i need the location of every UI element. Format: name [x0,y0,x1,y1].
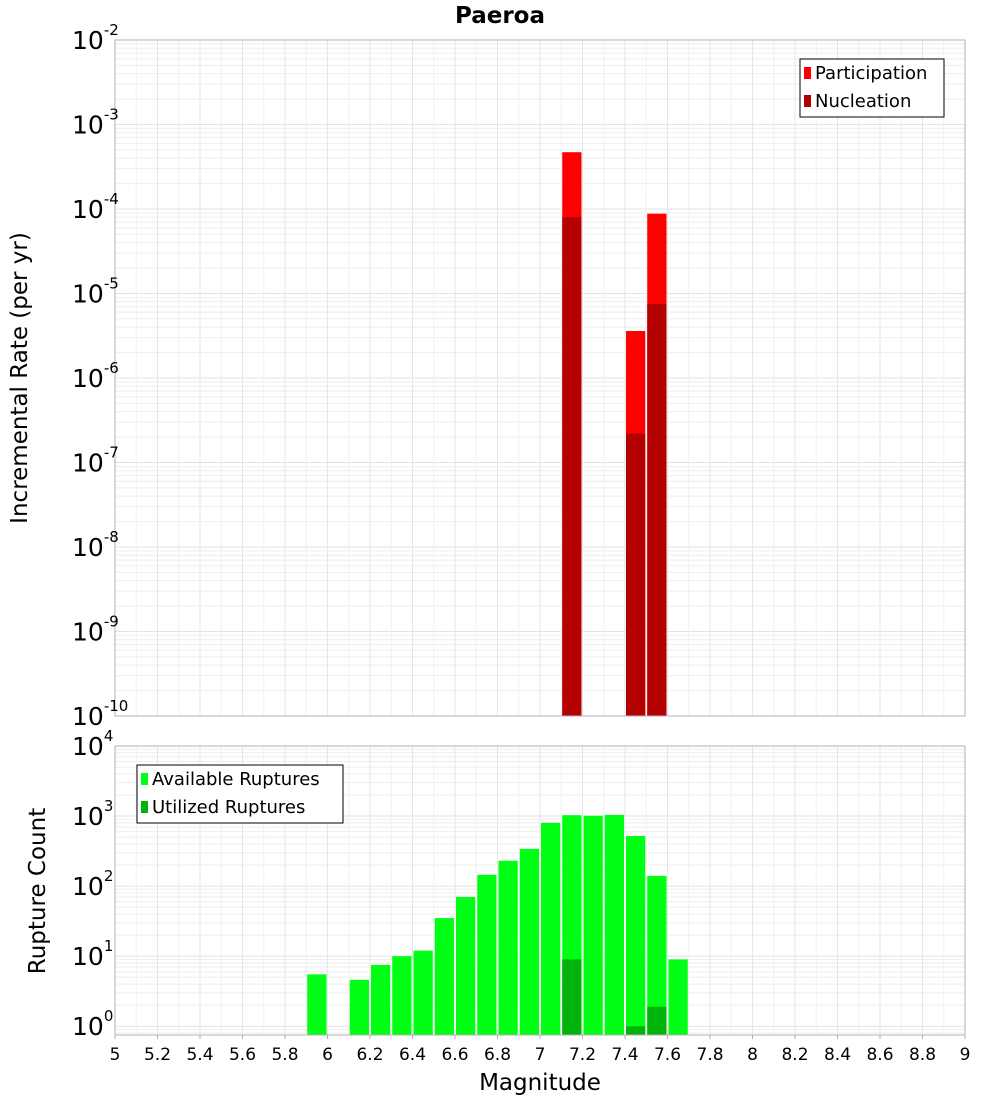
rate-y-tick-label: 10-7 [72,444,119,478]
count-bar-primary [456,896,476,1035]
rate-y-tick-label: 10-5 [72,275,119,309]
count-x-ticks: 5 5.2 5.4 5.6 5.8 6 6.2 6.4 6.6 6.8 7 7.2 7.4 7.6 7.8 8… [110,1035,971,1065]
x-tick-label: 7 [535,1045,546,1065]
rate-legend-box [799,58,945,118]
count-bar-primary [541,822,561,1035]
rate-bar-secondary [647,304,667,716]
x-tick-label: 6.8 [484,1045,511,1065]
count-legend-swatch [141,801,148,813]
count-bar-primary [371,964,391,1035]
count-bar-primary [434,918,454,1035]
count-legend-label: Utilized Ruptures [152,797,305,818]
x-tick-label: 7.8 [696,1045,723,1065]
count-bar-primary [392,956,412,1035]
rate-y-ticks: 10-10 10-9 10-8 10-7 10-6 10-5 10-4 10-3 10-2 [72,21,128,731]
x-tick-label: 7.4 [611,1045,638,1065]
x-tick-label: 5.2 [144,1045,171,1065]
x-tick-label: 5.8 [271,1045,298,1065]
x-tick-label: 7.6 [654,1045,681,1065]
rate-y-tick-label: 10-2 [72,21,119,55]
rate-y-tick-label: 10-10 [72,697,128,731]
count-grid [114,745,966,1035]
count-legend-label: Available Ruptures [152,769,320,790]
count-bar-primary [647,875,667,1035]
x-tick-label: 6 [322,1045,333,1065]
rate-bar-secondary [626,433,646,716]
count-bar-secondary [562,959,582,1035]
count-bar-primary [519,848,539,1035]
count-bars [307,814,688,1035]
x-tick-label: 5 [110,1045,121,1065]
count-bar-primary [604,814,624,1035]
count-y-tick-label: 102 [72,867,113,901]
rate-bars [562,152,667,716]
chart-title: Paeroa [455,3,545,29]
count-legend-swatch [141,773,148,785]
count-y-tick-label: 101 [72,937,113,971]
count-bar-primary [307,974,327,1035]
rate-y-tick-label: 10-3 [72,106,119,140]
count-bar-secondary [647,1006,667,1035]
count-bar-primary [668,959,688,1035]
x-tick-label: 6.6 [441,1045,468,1065]
x-tick-label: 8.4 [824,1045,851,1065]
count-bar-primary [626,835,646,1035]
x-tick-label: 9 [960,1045,971,1065]
rate-legend: Participation Nucleation [799,58,945,118]
x-axis-label: Magnitude [479,1070,601,1096]
count-y-axis-label: Rupture Count [25,808,51,974]
rate-legend-label: Participation [815,63,927,84]
count-bar-primary [498,860,518,1035]
rate-y-tick-label: 10-8 [72,528,119,562]
x-tick-label: 8 [747,1045,758,1065]
rate-bar-secondary [562,217,582,716]
count-bar-primary [583,815,603,1035]
count-bar-secondary [626,1026,646,1035]
rate-y-axis-label: Incremental Rate (per yr) [7,232,33,524]
rate-legend-swatch [804,67,811,79]
rate-y-tick-label: 10-4 [72,190,119,224]
x-tick-label: 8.8 [909,1045,936,1065]
count-y-tick-label: 100 [72,1007,113,1041]
count-legend: Available Ruptures Utilized Ruptures [136,764,344,824]
x-tick-label: 7.2 [569,1045,596,1065]
count-y-tick-label: 104 [72,727,113,761]
rupture-count-panel: 100 101 102 103 104 Available Ruptures Utilize… [72,727,970,1065]
rate-grid [114,39,966,717]
x-tick-label: 8.6 [866,1045,893,1065]
x-tick-label: 5.6 [229,1045,256,1065]
count-bar-primary [349,979,369,1035]
rate-y-tick-label: 10-6 [72,359,119,393]
rate-legend-swatch [804,95,811,107]
rate-panel: 10-10 10-9 10-8 10-7 10-6 10-5 10-4 10-3 10-2 Par… [72,21,966,731]
x-tick-label: 8.2 [781,1045,808,1065]
rate-y-tick-label: 10-9 [72,613,119,647]
count-y-ticks: 100 101 102 103 104 [72,727,113,1041]
count-bar-primary [413,950,433,1035]
x-tick-label: 5.4 [186,1045,213,1065]
count-y-tick-label: 103 [72,797,113,831]
rate-legend-label: Nucleation [815,91,911,112]
count-bar-primary [477,874,497,1035]
x-tick-label: 6.2 [356,1045,383,1065]
count-legend-box [136,764,344,824]
x-tick-label: 6.4 [399,1045,426,1065]
rate-plot-frame [114,39,966,717]
